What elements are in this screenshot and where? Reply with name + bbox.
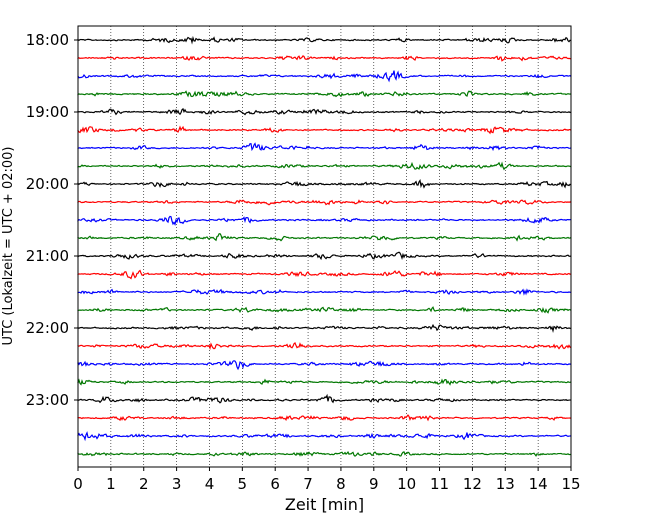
y-tick-label: 22:00 [26,319,69,337]
seismic-trace [77,90,572,98]
x-axis-label: Zeit [min] [285,495,364,514]
seismic-trace [77,35,572,45]
seismic-trace [77,142,572,152]
seismic-trace [77,125,572,135]
seismic-trace [77,341,572,351]
y-axis-ticks: 18:00 19:00 20:00 21:00 22:00 23:00 [26,31,78,409]
y-axis-label: UTC (Lokalzeit = UTC + 02:00) [1,147,16,346]
seismic-trace [77,251,572,261]
x-axis-ticks: 0 1 2 3 4 5 6 7 8 9 10 11 12 13 14 15 [73,467,581,493]
x-tick-label: 10 [397,475,416,493]
seismic-trace [77,199,572,206]
seismic-trace [77,70,572,83]
x-tick-label: 14 [529,475,548,493]
x-tick-label: 6 [270,475,280,493]
seismic-trace [77,269,572,280]
x-tick-label: 3 [172,475,182,493]
seismic-trace [77,360,572,371]
seismic-trace [77,414,572,422]
x-tick-label: 0 [73,475,83,493]
seismic-trace [77,55,572,62]
x-tick-label: 5 [238,475,248,493]
seismic-trace [77,288,572,296]
seismic-trace [77,161,572,171]
y-tick-label: 20:00 [26,175,69,193]
seismic-trace [77,215,572,226]
x-tick-label: 13 [496,475,515,493]
seismic-trace [77,378,572,386]
seismic-trace [77,431,572,442]
x-tick-label: 1 [106,475,116,493]
x-tick-label: 9 [369,475,379,493]
seismic-trace [77,306,572,314]
y-tick-label: 21:00 [26,247,69,265]
x-tick-label: 7 [303,475,313,493]
y-tick-label: 19:00 [26,103,69,121]
x-tick-label: 12 [463,475,482,493]
seismic-trace [77,323,572,333]
trace-group [77,35,572,457]
plot-frame [77,25,572,468]
seismic-trace [77,451,572,457]
x-tick-label: 15 [561,475,580,493]
seismic-trace [77,232,572,242]
seismic-trace [77,393,572,404]
y-tick-label: 18:00 [26,31,69,49]
x-tick-label: 11 [430,475,449,493]
x-tick-label: 2 [139,475,149,493]
seismic-trace [77,179,572,189]
x-tick-label: 4 [205,475,215,493]
vertical-grid [110,26,539,467]
x-tick-label: 8 [336,475,346,493]
y-tick-label: 23:00 [26,391,69,409]
seismic-trace [77,107,572,116]
